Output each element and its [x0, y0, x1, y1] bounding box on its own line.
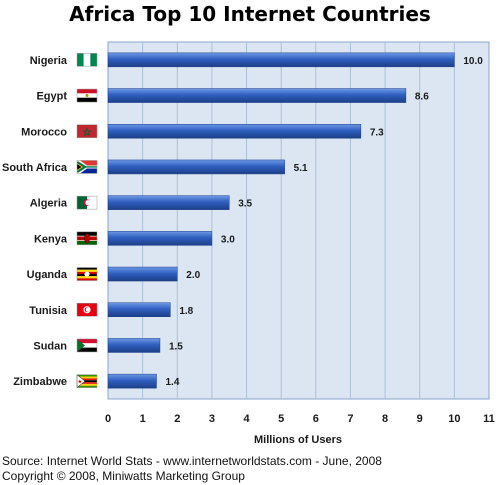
category-label: Tunisia: [29, 305, 68, 317]
tunisia-flag-icon: [76, 303, 98, 317]
x-tick-label: 7: [347, 413, 353, 425]
x-tick-label: 3: [209, 413, 215, 425]
bar-algeria: [107, 195, 230, 210]
zimbabwe-flag-icon: [76, 374, 98, 389]
x-tick-label: 0: [105, 413, 111, 425]
morocco-flag-icon: [76, 124, 98, 138]
value-label: 1.5: [169, 341, 183, 352]
value-label: 2.0: [186, 270, 200, 281]
x-tick-label: 5: [278, 413, 284, 425]
category-label: South Africa: [2, 162, 68, 174]
bar-nigeria: [107, 52, 455, 68]
value-label: 1.4: [165, 377, 179, 388]
x-axis-title: Millions of Users: [254, 434, 342, 446]
x-tick-label: 4: [243, 413, 250, 425]
x-tick-labels: 0 1 2 3 4 5 6 7 8 9 10 11: [105, 413, 495, 425]
bar-egypt: [107, 88, 407, 103]
x-tick-label: 9: [417, 413, 423, 425]
category-labels: Nigeria Egypt Morocco South Africa Algeria Ke…: [2, 55, 68, 388]
south-africa-flag-icon: [76, 160, 98, 174]
x-tick-label: 10: [448, 413, 460, 425]
chart-title: Africa Top 10 Internet Countries: [69, 2, 431, 26]
value-label: 3.5: [238, 199, 252, 210]
category-label: Morocco: [21, 126, 67, 138]
bars: [107, 52, 455, 389]
value-label: 7.3: [370, 127, 384, 138]
x-tick-label: 11: [483, 413, 495, 425]
category-label: Nigeria: [30, 55, 68, 67]
category-label: Kenya: [34, 233, 68, 245]
nigeria-flag-icon: [76, 53, 98, 67]
bar-south-africa: [107, 159, 285, 175]
bar-zimbabwe: [107, 373, 157, 389]
category-label: Sudan: [33, 340, 67, 352]
x-tick-label: 6: [313, 413, 319, 425]
x-tick-label: 8: [382, 413, 388, 425]
copyright-note: Copyright © 2008, Miniwatts Marketing Gr…: [2, 469, 245, 483]
kenya-flag-icon: [76, 231, 98, 246]
sudan-flag-icon: [76, 338, 98, 353]
bar-tunisia: [107, 302, 171, 317]
value-label: 3.0: [221, 234, 235, 245]
bar-uganda: [107, 266, 178, 282]
algeria-flag-icon: [76, 195, 98, 210]
value-label: 10.0: [463, 56, 483, 67]
category-label: Algeria: [30, 198, 68, 210]
bar-chart: Africa Top 10 Internet Countries 10.0 8.6…: [2, 2, 495, 446]
egypt-flag-icon: [76, 88, 98, 103]
value-label: 5.1: [294, 163, 308, 174]
category-label: Egypt: [36, 91, 67, 103]
value-labels: 10.0 8.6 7.3 5.1 3.5 3.0 2.0 1.8 1.5 1.4: [165, 56, 483, 388]
bar-kenya: [107, 231, 213, 246]
value-label: 8.6: [415, 92, 429, 103]
category-label: Uganda: [27, 269, 68, 281]
x-tick-label: 1: [140, 413, 146, 425]
x-tick-label: 2: [174, 413, 180, 425]
value-label: 1.8: [179, 306, 193, 317]
bar-morocco: [107, 124, 362, 139]
uganda-flag-icon: [76, 267, 98, 281]
bar-sudan: [107, 338, 161, 353]
source-note: Source: Internet World Stats - www.inter…: [2, 454, 382, 468]
category-label: Zimbabwe: [13, 376, 67, 388]
flags: [76, 53, 98, 389]
